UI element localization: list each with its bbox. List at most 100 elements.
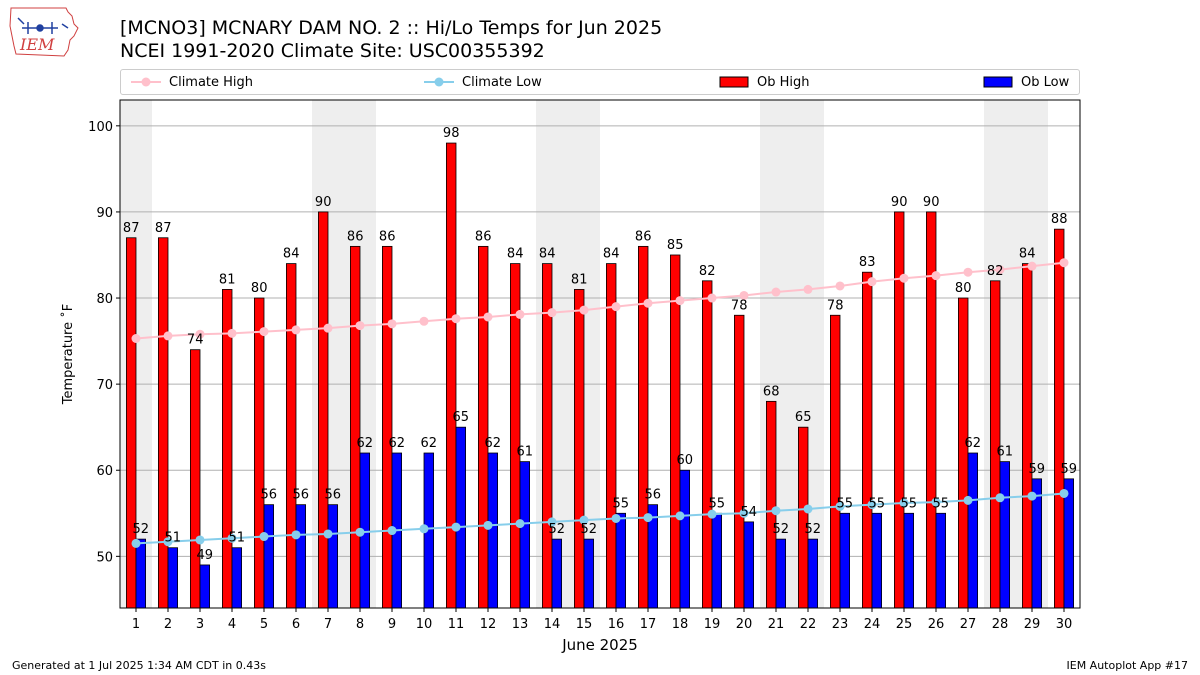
climate-low-point bbox=[323, 529, 333, 539]
climate-high-point bbox=[579, 305, 589, 315]
climate-high-point bbox=[899, 273, 909, 283]
climate-high-point bbox=[259, 327, 269, 337]
x-tick-label: 22 bbox=[800, 617, 817, 632]
climate-low-point bbox=[291, 530, 301, 540]
x-tick-label: 29 bbox=[1024, 617, 1041, 632]
climate-low-line-icon bbox=[424, 77, 454, 87]
climate-high-point bbox=[483, 312, 493, 322]
ob-high-label: 84 bbox=[507, 247, 524, 262]
ob-low-label: 51 bbox=[165, 531, 182, 546]
ob-low-label: 55 bbox=[933, 496, 950, 511]
ob-low-label: 59 bbox=[1061, 462, 1078, 477]
ob-high-label: 65 bbox=[795, 410, 812, 425]
x-axis-label: June 2025 bbox=[561, 636, 638, 654]
ob-high-bar bbox=[317, 211, 329, 609]
y-tick-label: 70 bbox=[96, 378, 113, 393]
ob-low-bar bbox=[583, 538, 595, 609]
climate-low-point bbox=[707, 509, 717, 519]
climate-low-point bbox=[995, 493, 1005, 503]
legend: Climate High Climate Low Ob High Ob Low bbox=[120, 69, 1080, 95]
climate-high-point bbox=[995, 265, 1005, 275]
x-tick-label: 4 bbox=[228, 617, 236, 632]
x-tick-label: 2 bbox=[164, 617, 172, 632]
climate-low-point bbox=[163, 537, 173, 547]
ob-high-bar bbox=[862, 271, 873, 609]
ob-low-bar bbox=[743, 521, 755, 609]
ob-high-swatch-icon bbox=[719, 76, 749, 88]
climate-high-point bbox=[195, 329, 205, 339]
climate-low-point bbox=[899, 498, 909, 508]
ob-low-label: 55 bbox=[837, 496, 854, 511]
bars bbox=[126, 142, 1075, 609]
ob-low-label: 52 bbox=[773, 522, 790, 537]
chart-subtitle: NCEI 1991-2020 Climate Site: USC00355392 bbox=[120, 40, 545, 62]
y-tick-label: 50 bbox=[96, 550, 113, 565]
x-tick-label: 3 bbox=[196, 617, 204, 632]
ob-low-label: 54 bbox=[741, 505, 758, 520]
ob-low-label: 52 bbox=[549, 522, 566, 537]
ob-low-label: 52 bbox=[805, 522, 822, 537]
y-tick-label: 60 bbox=[96, 464, 113, 479]
climate-low-point bbox=[739, 508, 749, 518]
ob-high-bar bbox=[574, 289, 585, 609]
ob-low-bar bbox=[871, 512, 883, 609]
climate-low-point bbox=[675, 511, 685, 521]
ob-low-bar bbox=[935, 512, 947, 609]
climate-high-point bbox=[643, 298, 653, 308]
grid-lines bbox=[120, 125, 1080, 557]
x-tick-label: 14 bbox=[544, 617, 561, 632]
ob-low-label: 55 bbox=[613, 496, 630, 511]
ob-high-bar bbox=[1054, 228, 1065, 609]
ob-low-label: 55 bbox=[869, 496, 886, 511]
x-tick-label: 10 bbox=[416, 617, 433, 632]
x-tick-label: 15 bbox=[576, 617, 593, 632]
climate-low-point bbox=[195, 535, 205, 545]
x-tick-label: 6 bbox=[292, 617, 300, 632]
x-tick-label: 9 bbox=[388, 617, 396, 632]
x-tick-label: 25 bbox=[896, 617, 913, 632]
ob-low-label: 62 bbox=[389, 436, 406, 451]
ob-high-bar bbox=[734, 314, 745, 609]
ob-high-label: 74 bbox=[187, 333, 204, 348]
ob-high-label: 87 bbox=[155, 221, 172, 236]
ob-low-bar bbox=[999, 461, 1011, 609]
climate-high-line bbox=[135, 261, 1065, 340]
ob-high-bar bbox=[894, 211, 905, 609]
climate-low-point bbox=[259, 532, 269, 542]
climate-high-point bbox=[323, 323, 333, 333]
climate-low-point bbox=[579, 515, 589, 525]
ob-low-label: 60 bbox=[677, 453, 694, 468]
ob-high-label: 81 bbox=[219, 272, 236, 287]
climate-low-point bbox=[483, 520, 493, 530]
ob-high-bar bbox=[126, 237, 137, 609]
chart-title: [MCNO3] MCNARY DAM NO. 2 :: Hi/Lo Temps … bbox=[120, 17, 663, 39]
x-tick-label: 16 bbox=[608, 617, 625, 632]
y-tick-label: 90 bbox=[96, 206, 113, 221]
ob-low-bar bbox=[839, 512, 851, 609]
ob-low-bar bbox=[967, 452, 979, 609]
ob-high-label: 80 bbox=[251, 281, 268, 296]
climate-high-point bbox=[803, 284, 813, 294]
iem-logo-text: IEM bbox=[19, 35, 55, 54]
ob-low-label: 56 bbox=[325, 488, 342, 503]
ob-high-bar bbox=[381, 245, 393, 609]
ob-high-bar bbox=[702, 280, 713, 609]
ob-low-bar bbox=[519, 461, 531, 609]
ob-low-bar bbox=[487, 452, 499, 609]
ob-high-bar bbox=[830, 314, 841, 609]
climate-low-point bbox=[547, 517, 557, 527]
x-tick-label: 13 bbox=[512, 617, 529, 632]
climate-low-point bbox=[1059, 488, 1069, 498]
ob-high-label: 87 bbox=[123, 221, 140, 236]
ob-low-label: 52 bbox=[581, 522, 598, 537]
x-tick-label: 11 bbox=[448, 617, 465, 632]
y-tick-label: 80 bbox=[96, 292, 113, 307]
climate-high-line-icon bbox=[131, 77, 161, 87]
y-axis-label: Temperature ˚F bbox=[60, 304, 76, 405]
ob-high-label: 84 bbox=[1019, 247, 1036, 262]
ob-low-bar bbox=[327, 504, 339, 609]
ob-low-bar bbox=[263, 504, 275, 609]
climate-low-point bbox=[355, 527, 365, 537]
ob-high-bar bbox=[606, 263, 617, 609]
